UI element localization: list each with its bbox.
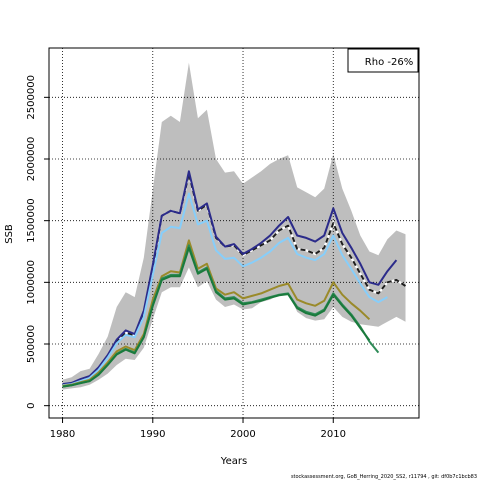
legend-text: Rho -26% (365, 57, 413, 68)
confidence-band-layer (62, 62, 406, 390)
series-layer (62, 170, 407, 388)
y-tick-label: 1000000 (26, 260, 37, 305)
x-tick-label: 2010 (321, 429, 346, 440)
y-tick-label: 1500000 (26, 198, 37, 243)
confidence-band (62, 62, 406, 390)
series-line-2 (62, 170, 398, 386)
y-tick-label: 2500000 (26, 75, 37, 120)
y-tick-label: 2000000 (26, 137, 37, 182)
y-axis-label: SSB (4, 224, 15, 244)
y-axis: 0 500000 1000000 1500000 2000000 2500000 (26, 75, 49, 409)
series-line-3 (62, 192, 388, 387)
series-line-6 (62, 246, 371, 388)
x-tick-label: 1980 (50, 429, 75, 440)
plot-frame (48, 47, 420, 419)
x-tick-label: 2000 (230, 429, 255, 440)
footer-credit: stockassessment.org, GoB_Herring_2020_SS… (291, 474, 477, 480)
x-axis: 1980 1990 2000 2010 (50, 418, 346, 440)
x-axis-label: Years (220, 456, 247, 467)
y-tick-label: 500000 (26, 325, 37, 363)
y-tick-label: 0 (26, 402, 37, 408)
legend-box: Rho -26% (347, 48, 419, 73)
x-tick-label: 1990 (140, 429, 165, 440)
